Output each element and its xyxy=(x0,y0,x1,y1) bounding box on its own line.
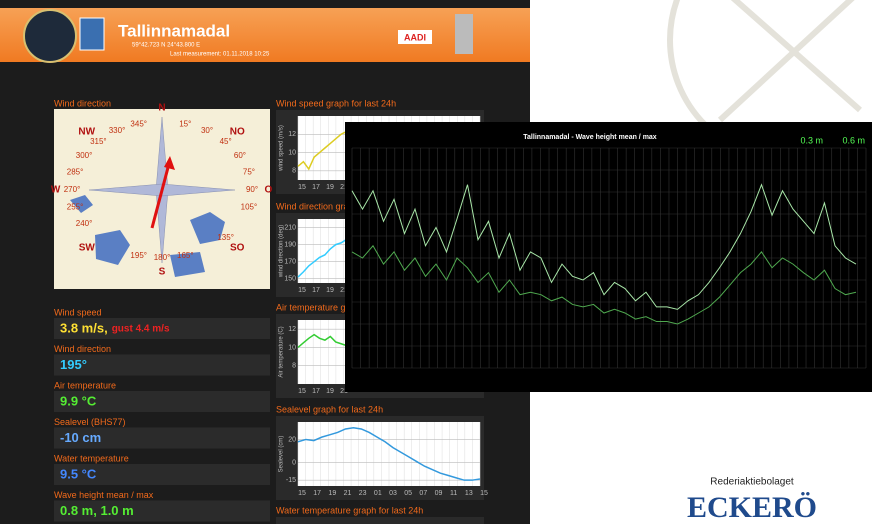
reading-value: 9.9 °C xyxy=(60,393,97,408)
logo-brand: ECKERÖ xyxy=(687,491,817,524)
compass-degree: 30° xyxy=(201,126,213,135)
x-tick-label: 15 xyxy=(298,490,306,497)
y-tick-label: 8 xyxy=(292,363,296,370)
x-tick-label: 05 xyxy=(404,490,412,497)
x-tick-label: 15 xyxy=(480,490,488,497)
x-tick-label: 19 xyxy=(326,388,334,395)
x-tick-label: 07 xyxy=(419,490,427,497)
y-tick-label: -15 xyxy=(286,477,296,484)
y-tick-label: 8 xyxy=(292,168,296,175)
reading-label: Air temperature xyxy=(54,380,116,390)
reading-label: Wind speed xyxy=(54,307,102,317)
logo-subtitle: Rederiaktiebolaget xyxy=(710,477,794,488)
reading-value: 3.8 m/s, xyxy=(60,320,108,335)
compass-degree: 270° xyxy=(64,185,81,194)
x-tick-label: 03 xyxy=(389,490,397,497)
screenshot: Tallinnamadal 59°42.723 N 24°43.800 E La… xyxy=(0,0,872,524)
compass-title: Wind direction xyxy=(54,98,111,108)
reading-extra: gust 4.4 m/s xyxy=(112,324,170,335)
y-tick-label: 12 xyxy=(288,131,296,138)
y-tick-label: 170 xyxy=(284,259,296,266)
compass-degree: 345° xyxy=(130,119,147,128)
compass-direction: SW xyxy=(79,243,96,254)
y-tick-label: 0 xyxy=(292,460,296,467)
compass-degree: 15° xyxy=(179,119,191,128)
y-tick-label: 10 xyxy=(288,149,296,156)
max-value: 0.6 m xyxy=(842,135,865,145)
y-axis-label: Air temperature (C) xyxy=(279,326,285,377)
compass-direction: SO xyxy=(230,243,245,254)
compass-direction: W xyxy=(51,185,61,196)
reading-value: 0.8 m, 1.0 m xyxy=(60,503,134,518)
x-tick-label: 13 xyxy=(465,490,473,497)
last-measurement: Last measurement: 01.11.2018 10:25 xyxy=(170,52,270,58)
y-tick-label: 210 xyxy=(284,224,296,231)
buoy-photo xyxy=(455,14,473,54)
sponsor: AADI xyxy=(404,32,426,42)
x-tick-label: 17 xyxy=(312,388,320,395)
x-tick-label: 17 xyxy=(312,287,320,294)
x-tick-label: 01 xyxy=(374,490,382,497)
reading-value: 9.5 °C xyxy=(60,466,97,481)
compass-degree: 315° xyxy=(90,137,107,146)
compass-degree: 330° xyxy=(109,126,126,135)
y-axis-label: Sealevel (cm) xyxy=(279,436,285,473)
y-tick-label: 190 xyxy=(284,241,296,248)
y-tick-label: 20 xyxy=(288,436,296,443)
compass-degree: 60° xyxy=(234,151,246,160)
x-tick-label: 15 xyxy=(298,184,306,191)
x-tick-label: 15 xyxy=(298,388,306,395)
y-tick-label: 150 xyxy=(284,276,296,283)
y-axis-label: wind direction (deg) xyxy=(279,225,285,278)
compass-degree: 195° xyxy=(130,251,147,260)
compass-degree: 300° xyxy=(76,151,93,160)
x-tick-label: 15 xyxy=(298,287,306,294)
compass-degree: 180° xyxy=(154,253,171,262)
x-tick-label: 17 xyxy=(313,490,321,497)
x-tick-label: 21 xyxy=(344,490,352,497)
compass-degree: 285° xyxy=(67,168,84,177)
graph-title: Wind speed graph for last 24h xyxy=(276,98,396,108)
compass-direction: O xyxy=(265,185,273,196)
x-tick-label: 19 xyxy=(326,184,334,191)
compass-direction: S xyxy=(159,267,166,278)
graph-title: Water temperature graph for last 24h xyxy=(276,505,423,515)
compass-degree: 45° xyxy=(220,137,232,146)
reading-value: 195° xyxy=(60,357,87,372)
x-tick-label: 19 xyxy=(326,287,334,294)
x-tick-label: 09 xyxy=(435,490,443,497)
compass-direction: NW xyxy=(78,127,95,138)
compass-direction: N xyxy=(158,103,165,114)
station-title: Tallinnamadal xyxy=(118,21,230,40)
msi-logo xyxy=(80,18,104,50)
compass-degree: 90° xyxy=(246,185,258,194)
reading-label: Wave height mean / max xyxy=(54,490,154,500)
compass-degree: 135° xyxy=(217,233,234,242)
x-tick-label: 19 xyxy=(328,490,336,497)
compass-direction: NO xyxy=(230,127,245,138)
popup-title: Tallinnamadal - Wave height mean / max xyxy=(523,134,657,141)
reading-value: -10 cm xyxy=(60,430,101,445)
graph-panel xyxy=(276,517,484,524)
compass-degree: 165° xyxy=(177,251,194,260)
y-tick-label: 12 xyxy=(288,326,296,333)
logo-emblem xyxy=(24,10,76,62)
y-tick-label: 10 xyxy=(288,344,296,351)
compass-degree: 105° xyxy=(241,203,258,212)
x-tick-label: 17 xyxy=(312,184,320,191)
compass-degree: 240° xyxy=(76,219,93,228)
y-axis-label: wind speed (m/s) xyxy=(279,125,285,172)
popup-window xyxy=(345,122,872,392)
x-tick-label: 23 xyxy=(359,490,367,497)
graph-title: Sealevel graph for last 24h xyxy=(276,404,383,414)
reading-label: Wind direction xyxy=(54,344,111,354)
compass-degree: 255° xyxy=(67,203,84,212)
compass-degree: 75° xyxy=(243,168,255,177)
reading-label: Water temperature xyxy=(54,453,129,463)
x-tick-label: 11 xyxy=(450,490,457,497)
coordinates: 59°42.723 N 24°43.800 E xyxy=(132,43,200,49)
mean-value: 0.3 m xyxy=(800,135,823,145)
reading-label: Sealevel (BHS77) xyxy=(54,417,126,427)
